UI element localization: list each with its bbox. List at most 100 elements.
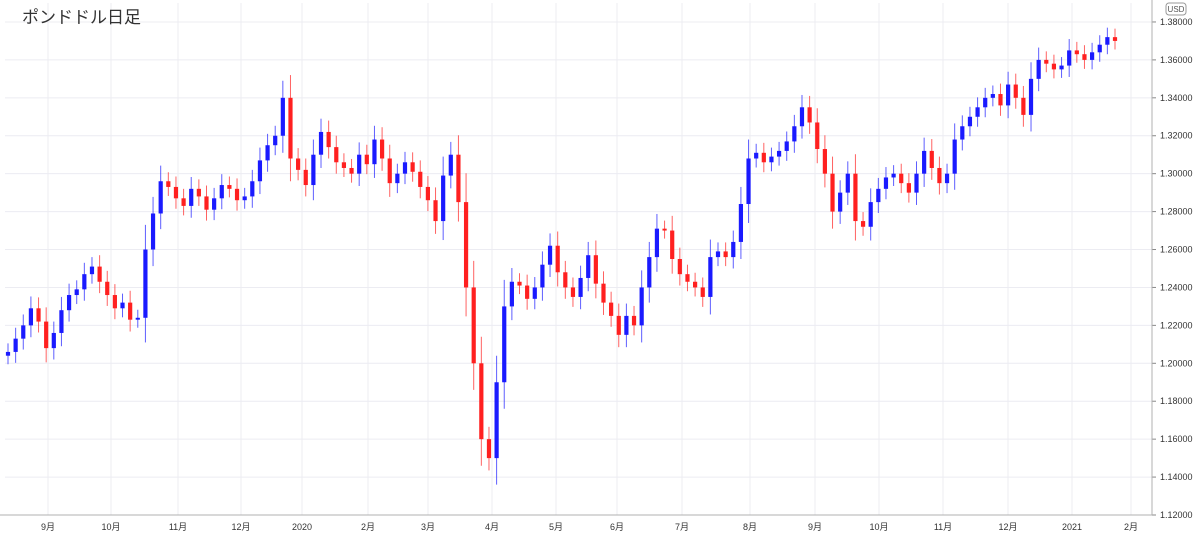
y-tick-label: 1.18000 — [1160, 396, 1193, 406]
candle-body — [303, 169, 308, 186]
candle-body — [257, 160, 263, 182]
candle-body — [479, 363, 484, 440]
y-tick-label: 1.12000 — [1160, 510, 1193, 520]
x-tick-label: 2月 — [361, 522, 375, 532]
candle-body — [364, 154, 369, 165]
candle-body — [983, 97, 988, 108]
candle-body — [471, 287, 476, 364]
candle-body — [82, 274, 87, 290]
candle-body — [860, 221, 866, 227]
x-tick-label: 2月 — [1124, 522, 1138, 532]
candle-body — [97, 266, 102, 282]
candle-body — [1036, 59, 1041, 79]
candle-body — [547, 245, 553, 265]
candle-body — [700, 287, 705, 297]
candle-body — [731, 241, 736, 258]
y-tick-label: 1.36000 — [1160, 55, 1193, 65]
candle-body — [532, 287, 537, 299]
candle-body — [670, 230, 675, 259]
candle-body — [66, 295, 72, 311]
candles — [5, 27, 1118, 485]
candle-body — [105, 281, 110, 296]
y-tick-label: 1.26000 — [1160, 245, 1193, 255]
candle-body — [685, 274, 690, 282]
x-tick-label: 11月 — [169, 522, 187, 532]
candle-body — [1097, 44, 1102, 53]
candle-body — [379, 139, 385, 159]
candle-body — [273, 135, 278, 146]
candle-body — [1112, 37, 1118, 41]
candle-body — [922, 150, 927, 174]
candle-body — [372, 139, 377, 165]
candle-body — [845, 173, 850, 193]
candle-body — [433, 200, 438, 222]
candle-body — [693, 281, 698, 288]
candle-body — [311, 154, 316, 186]
candle-body — [609, 302, 614, 316]
candle-body — [173, 186, 179, 199]
candle-body — [166, 181, 171, 187]
candle-body — [746, 158, 751, 205]
candle-body — [196, 188, 201, 197]
unit-badge — [1165, 2, 1187, 16]
candle-body — [601, 283, 606, 303]
candle-body — [1028, 78, 1034, 115]
candle-body — [937, 167, 942, 184]
candle-body — [448, 154, 453, 176]
candle-body — [212, 198, 217, 210]
candle-body — [36, 308, 41, 322]
candle-body — [120, 302, 125, 309]
candle-body — [280, 97, 285, 136]
candle-body — [250, 181, 255, 197]
candle-body — [708, 257, 713, 297]
y-tick-label: 1.22000 — [1160, 320, 1193, 330]
candle-body — [998, 94, 1003, 106]
candle-body — [44, 321, 49, 349]
candle-body — [334, 147, 339, 163]
candle-body — [13, 338, 18, 352]
candle-body — [74, 289, 79, 296]
x-tick-label: 2020 — [292, 522, 312, 532]
candle-body — [349, 167, 354, 174]
candle-body — [815, 122, 820, 150]
candle-body — [5, 351, 11, 356]
axes: 1.12000 1.14000 1.16000 1.18000 1.20000 1.220… — [0, 0, 1193, 532]
x-tick-label: 4月 — [485, 522, 499, 532]
candle-body — [944, 173, 950, 184]
y-tick-label: 1.38000 — [1160, 17, 1193, 27]
candle-body — [1074, 50, 1079, 55]
unit-label: USD — [1168, 5, 1185, 14]
candle-body — [822, 149, 827, 174]
x-tick-label: 10月 — [869, 522, 888, 532]
candle-body — [1006, 84, 1011, 106]
x-tick-label: 12月 — [998, 522, 1017, 532]
candle-body — [402, 162, 408, 174]
x-tick-label: 12月 — [231, 522, 250, 532]
candle-body — [296, 158, 301, 170]
candle-body — [570, 287, 576, 297]
candle-body — [395, 173, 400, 184]
candle-body — [59, 310, 64, 333]
candle-body — [463, 202, 469, 288]
candle-body — [868, 202, 873, 227]
candle-body — [776, 150, 782, 157]
candle-body — [960, 126, 965, 140]
candle-body — [28, 308, 34, 326]
candle-body — [525, 285, 530, 299]
x-tick-label: 8月 — [743, 522, 757, 532]
candle-body — [204, 196, 209, 210]
candle-body — [1067, 50, 1072, 66]
candle-body — [265, 145, 270, 161]
candle-body — [456, 154, 461, 203]
candle-body — [906, 183, 911, 193]
candle-body — [158, 181, 163, 214]
candle-body — [990, 94, 995, 98]
candle-body — [1082, 54, 1087, 60]
candle-body — [830, 173, 835, 212]
candle-body — [952, 139, 957, 174]
candle-body — [975, 107, 980, 117]
candle-body — [502, 306, 507, 383]
candle-body — [288, 97, 293, 159]
